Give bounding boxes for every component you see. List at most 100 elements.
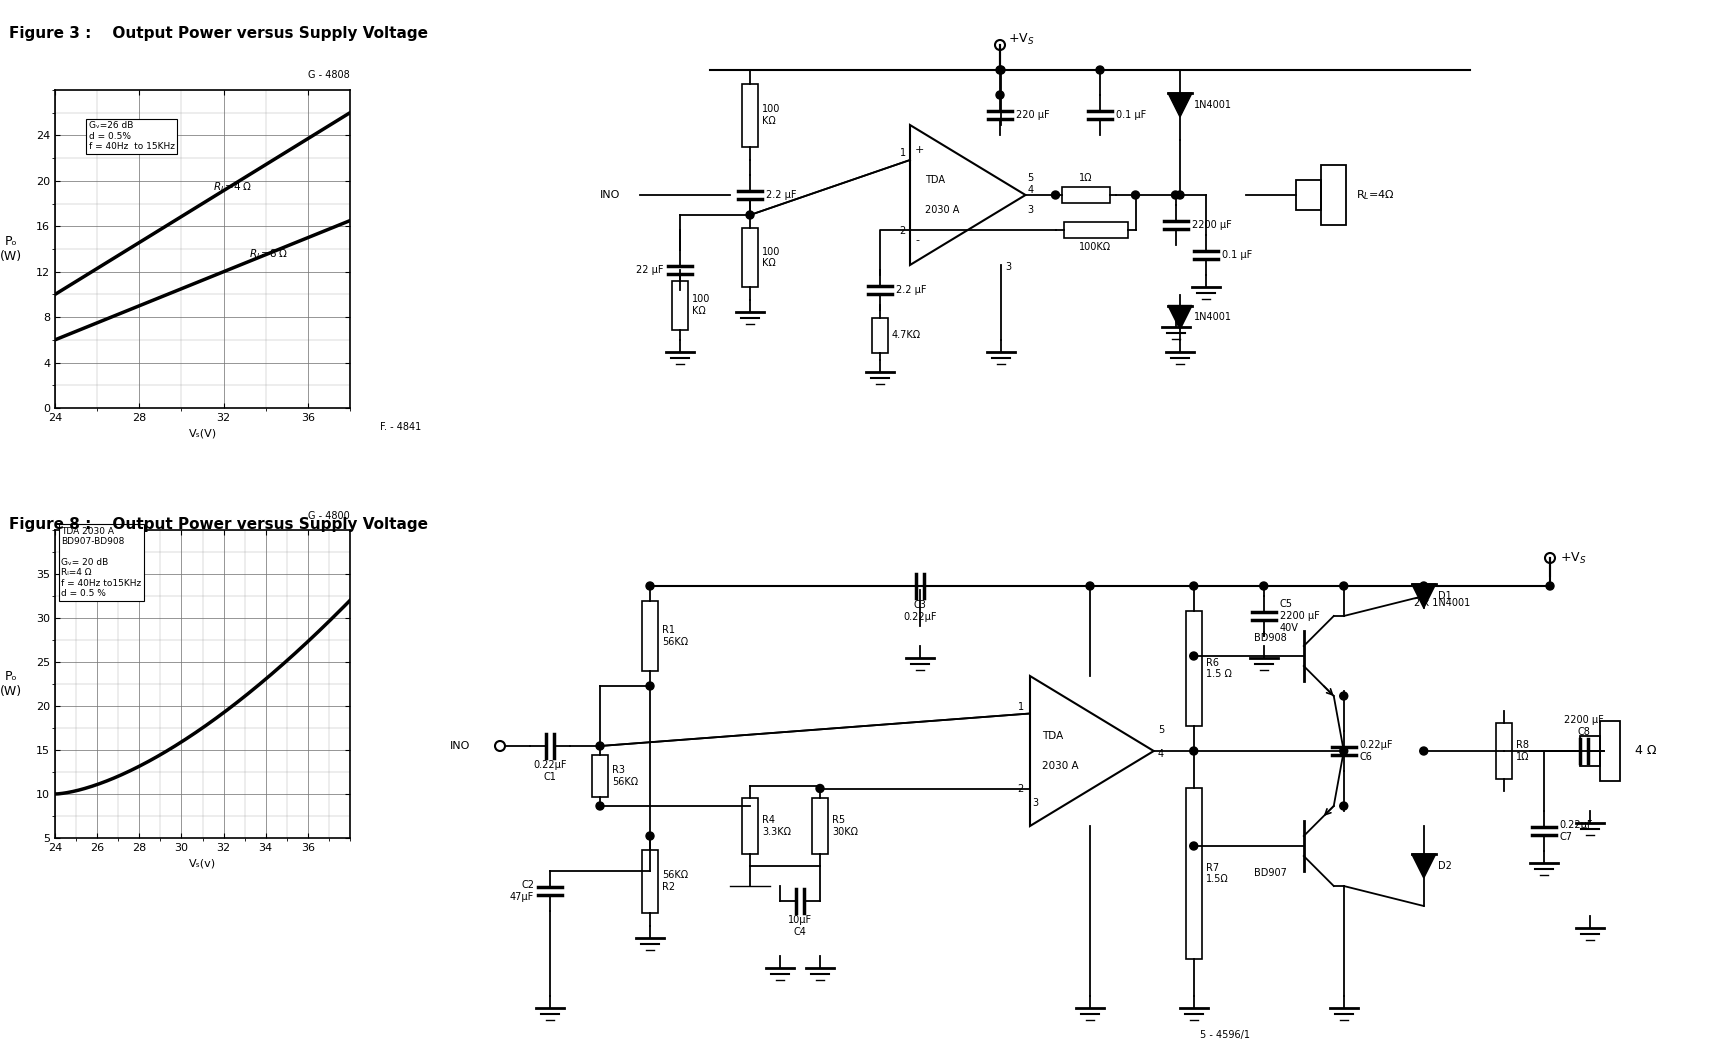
Bar xyxy=(592,755,608,797)
Circle shape xyxy=(596,802,604,810)
Bar xyxy=(742,798,758,854)
Text: INO: INO xyxy=(449,741,470,751)
Text: D2: D2 xyxy=(1438,861,1452,871)
Text: 5 - 4596/1: 5 - 4596/1 xyxy=(1200,1030,1250,1040)
Text: INO: INO xyxy=(599,190,620,200)
Circle shape xyxy=(816,785,825,792)
Circle shape xyxy=(1176,191,1185,199)
Text: D1: D1 xyxy=(1438,591,1452,601)
Circle shape xyxy=(1087,582,1093,590)
Text: 0.22µF
C6: 0.22µF C6 xyxy=(1360,740,1393,761)
Circle shape xyxy=(1340,802,1348,810)
Circle shape xyxy=(1419,582,1428,590)
Text: C5
2200 µF
40V: C5 2200 µF 40V xyxy=(1279,600,1319,633)
Bar xyxy=(1581,736,1600,766)
Text: R6
1.5 Ω: R6 1.5 Ω xyxy=(1205,658,1231,679)
Text: TDA: TDA xyxy=(1042,731,1062,741)
Text: 2200 µF
C8: 2200 µF C8 xyxy=(1564,715,1603,737)
Text: 3: 3 xyxy=(1006,262,1011,272)
Bar xyxy=(642,849,658,912)
Text: TDA 2030 A
BD907-BD908

Gᵥ= 20 dB
Rₗ=4 Ω
f = 40Hz to15KHz
d = 0.5 %: TDA 2030 A BD907-BD908 Gᵥ= 20 dB Rₗ=4 Ω … xyxy=(62,527,141,598)
Text: 100
KΩ: 100 KΩ xyxy=(692,295,711,316)
Circle shape xyxy=(1190,582,1199,590)
Circle shape xyxy=(646,832,654,840)
Bar xyxy=(642,601,658,671)
Circle shape xyxy=(1419,747,1428,755)
Text: 10µF
C4: 10µF C4 xyxy=(789,914,813,937)
Text: $R_L\!=\!8\,\Omega$: $R_L\!=\!8\,\Omega$ xyxy=(250,247,288,261)
Text: G - 4808: G - 4808 xyxy=(308,71,350,80)
Text: R$_L$=4Ω: R$_L$=4Ω xyxy=(1355,188,1395,202)
Circle shape xyxy=(995,91,1004,99)
Circle shape xyxy=(1190,842,1199,850)
Text: 2030 A: 2030 A xyxy=(1042,761,1078,771)
Text: 1Ω: 1Ω xyxy=(1078,173,1092,183)
Circle shape xyxy=(1095,65,1104,74)
Bar xyxy=(1061,187,1109,203)
Text: 0.22µF
C1: 0.22µF C1 xyxy=(534,760,567,781)
Polygon shape xyxy=(1168,93,1192,117)
Text: 4: 4 xyxy=(1157,749,1164,759)
Bar xyxy=(1295,180,1321,210)
Text: 0.1 µF: 0.1 µF xyxy=(1116,110,1147,120)
Circle shape xyxy=(1190,652,1199,660)
Bar xyxy=(871,318,889,353)
Text: 2030 A: 2030 A xyxy=(925,205,959,215)
Text: 100
KΩ: 100 KΩ xyxy=(763,247,780,268)
Text: 4: 4 xyxy=(1028,185,1033,195)
Text: 0.22µF
C7: 0.22µF C7 xyxy=(1560,821,1593,842)
Text: -: - xyxy=(914,235,920,245)
Circle shape xyxy=(746,211,754,219)
Circle shape xyxy=(1546,582,1553,590)
Text: Figure 3 :    Output Power versus Supply Voltage: Figure 3 : Output Power versus Supply Vo… xyxy=(9,26,427,41)
Bar xyxy=(1064,222,1128,238)
Text: 2: 2 xyxy=(1018,785,1025,794)
Text: R1
56KΩ: R1 56KΩ xyxy=(661,625,689,646)
Circle shape xyxy=(1131,191,1140,199)
Circle shape xyxy=(646,582,654,590)
Text: 0.1 µF: 0.1 µF xyxy=(1221,250,1252,260)
Text: 1: 1 xyxy=(1018,701,1025,712)
Text: +V$_S$: +V$_S$ xyxy=(1560,551,1586,566)
Circle shape xyxy=(646,682,654,690)
Polygon shape xyxy=(1412,584,1436,608)
Polygon shape xyxy=(1168,305,1192,329)
Circle shape xyxy=(1052,191,1059,199)
Text: BD907: BD907 xyxy=(1254,868,1286,878)
Text: R8
1Ω: R8 1Ω xyxy=(1515,740,1529,761)
Polygon shape xyxy=(1412,854,1436,878)
Text: 100KΩ: 100KΩ xyxy=(1080,242,1112,252)
Text: 2200 µF: 2200 µF xyxy=(1192,220,1231,230)
Text: R7
1.5Ω: R7 1.5Ω xyxy=(1205,863,1228,884)
Bar xyxy=(1186,610,1202,727)
Text: 3: 3 xyxy=(1031,798,1038,809)
Text: G - 4800: G - 4800 xyxy=(308,511,350,521)
Text: 5: 5 xyxy=(1157,725,1164,735)
Text: +: + xyxy=(914,145,925,155)
Bar xyxy=(742,228,758,287)
Text: C2
47µF: C2 47µF xyxy=(510,881,534,902)
Circle shape xyxy=(596,742,604,750)
Text: 5: 5 xyxy=(1028,173,1033,183)
Text: 4.7KΩ: 4.7KΩ xyxy=(892,329,921,340)
Text: R4
3.3KΩ: R4 3.3KΩ xyxy=(763,815,790,836)
Text: +V$_S$: +V$_S$ xyxy=(1007,32,1035,48)
Circle shape xyxy=(1340,582,1348,590)
Text: 2.2 µF: 2.2 µF xyxy=(766,190,797,200)
Text: R3
56KΩ: R3 56KΩ xyxy=(611,766,639,787)
Text: 2: 2 xyxy=(901,226,906,235)
Bar xyxy=(742,83,758,147)
Text: 1: 1 xyxy=(901,148,906,158)
Text: 1N4001: 1N4001 xyxy=(1193,100,1231,110)
Circle shape xyxy=(1190,747,1199,755)
Text: 56KΩ
R2: 56KΩ R2 xyxy=(661,870,689,892)
Text: 4 Ω: 4 Ω xyxy=(1634,744,1657,757)
X-axis label: Vₛ(V): Vₛ(V) xyxy=(188,429,217,438)
Text: Figure 8 :    Output Power versus Supply Voltage: Figure 8 : Output Power versus Supply Vo… xyxy=(9,517,427,532)
Text: 3: 3 xyxy=(1028,205,1033,215)
Text: 22 µF: 22 µF xyxy=(637,265,665,275)
Y-axis label: Pₒ
(W): Pₒ (W) xyxy=(0,235,22,263)
Circle shape xyxy=(1340,692,1348,700)
Text: R5
30KΩ: R5 30KΩ xyxy=(832,815,858,836)
X-axis label: Vₛ(v): Vₛ(v) xyxy=(189,859,215,868)
